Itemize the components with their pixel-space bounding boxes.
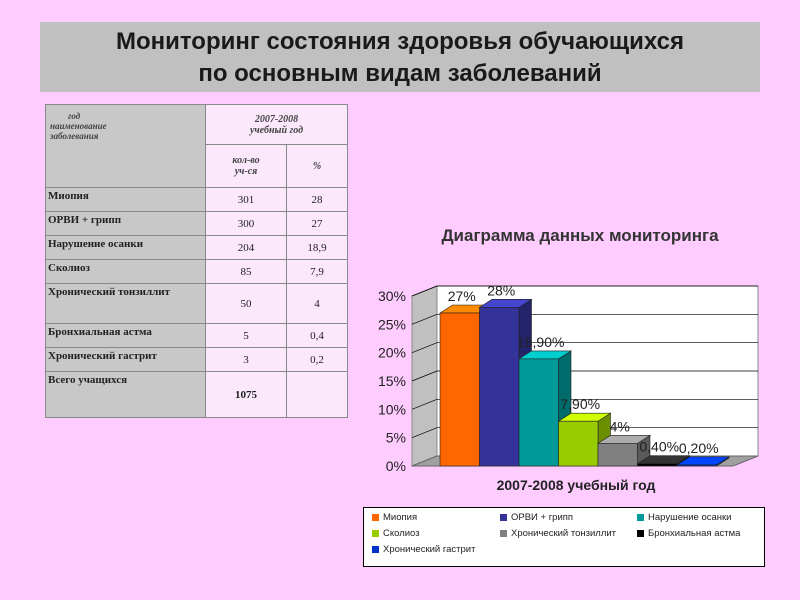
chart-title: Диаграмма данных мониторинга: [441, 226, 719, 245]
legend-label: Хронический гастрит: [383, 544, 476, 555]
student-count: 3: [205, 347, 287, 372]
bar: [558, 420, 599, 467]
count-header-line-2: уч-ся: [234, 166, 258, 177]
disease-name: Нарушение осанки: [45, 235, 206, 260]
page-title-line-1: Мониторинг состояния здоровья обучающихс…: [115, 28, 685, 55]
legend-label: Миопия: [383, 512, 418, 523]
year-header: 2007-2008 учебный год: [205, 104, 348, 145]
table-row: Нарушение осанки 204 18,9: [45, 235, 348, 260]
total-label: Всего учащихся: [45, 371, 206, 418]
data-label: 27%: [448, 288, 476, 304]
bar: [479, 307, 520, 467]
table-row: Хронический тонзиллит 50 4: [45, 283, 348, 324]
chart-y-ticks: 0% 5% 10% 15% 20% 25% 30%: [378, 288, 406, 474]
bar: [518, 358, 559, 467]
legend-item: Хронический гастрит: [372, 544, 475, 555]
student-count: 85: [205, 259, 287, 284]
bar: [676, 464, 717, 467]
legend-swatch: [637, 513, 644, 521]
count-header-line-1: кол-во: [232, 155, 260, 166]
table-row: Сколиоз 85 7,9: [45, 259, 348, 284]
year-header-line-1: 2007-2008: [254, 113, 299, 125]
student-count: 5: [205, 323, 287, 348]
gridline-diagonal: [411, 427, 438, 438]
chart-bars: [438, 298, 731, 467]
corner-name-label: наименование: [50, 121, 107, 131]
bar: [637, 463, 678, 467]
title-banner: Мониторинг состояния здоровья обучающихс…: [40, 22, 760, 92]
percent-value: 0,4: [286, 323, 348, 348]
y-tick-label: 30%: [378, 288, 406, 304]
legend-swatch: [372, 529, 379, 537]
monitoring-table: год наименование заболевания 2007-2008 у…: [45, 104, 348, 418]
percent-value: 18,9: [286, 235, 348, 260]
table-row: Миопия 301 28: [45, 187, 348, 212]
table-row: Бронхиальная астма 5 0,4: [45, 323, 348, 348]
data-label: 18,90%: [517, 334, 564, 350]
y-tick-label: 25%: [378, 316, 406, 332]
legend-swatch: [500, 513, 507, 521]
chart-legend: Миопия ОРВИ + грипп Нарушение осанки Сколио…: [363, 507, 765, 567]
legend-item: Нарушение осанки: [637, 512, 731, 523]
legend-label: Хронический тонзиллит: [511, 528, 617, 539]
percent-value: 0,2: [286, 347, 348, 372]
student-count: 204: [205, 235, 287, 260]
legend-label: Бронхиальная астма: [648, 528, 741, 539]
percent-value: 27: [286, 211, 348, 236]
total-percent-empty: [286, 371, 348, 418]
y-tick-label: 5%: [386, 430, 406, 446]
student-count: 50: [205, 283, 287, 324]
student-count: 300: [205, 211, 287, 236]
legend-item: Миопия: [372, 512, 417, 523]
page-title-line-2: по основным видам заболеваний: [198, 60, 602, 87]
y-tick-label: 20%: [378, 345, 406, 361]
legend-label: Нарушение осанки: [648, 512, 732, 523]
legend-item: ОРВИ + грипп: [500, 512, 573, 523]
corner-disease-label: заболевания: [50, 131, 99, 141]
legend-swatch: [500, 529, 507, 537]
disease-name: Бронхиальная астма: [45, 323, 206, 348]
disease-name: ОРВИ + грипп: [45, 211, 206, 236]
gridline-diagonal: [411, 285, 438, 297]
disease-name: Миопия: [45, 187, 206, 212]
chart-data-labels: 27% 28% 18,90% 7,90% 4% 0,40% 0,20%: [448, 282, 719, 456]
legend-item: Бронхиальная астма: [637, 528, 740, 539]
data-label: 0,40%: [639, 439, 679, 455]
legend-swatch: [372, 545, 379, 553]
table-total-row: Всего учащихся 1075: [45, 371, 348, 418]
y-tick-label: 10%: [378, 401, 406, 417]
legend-item: Сколиоз: [372, 528, 420, 539]
y-tick-label: 0%: [386, 458, 406, 474]
percent-header: %: [286, 144, 348, 188]
legend-swatch: [372, 513, 379, 521]
disease-name: Сколиоз: [45, 259, 206, 284]
data-label: 7,90%: [560, 396, 600, 412]
legend-swatch: [637, 529, 644, 537]
bar: [439, 312, 480, 467]
legend-label: Сколиоз: [383, 528, 420, 539]
legend-label: ОРВИ + грипп: [511, 512, 574, 523]
y-tick-label: 15%: [378, 373, 406, 389]
gridline-diagonal: [411, 342, 438, 353]
year-header-line-2: учебный год: [249, 124, 304, 136]
percent-value: 28: [286, 187, 348, 212]
data-label: 0,20%: [679, 440, 719, 456]
gridline-diagonal: [411, 370, 438, 382]
table-row: ОРВИ + грипп 300 27: [45, 211, 348, 236]
corner-year-label: год: [68, 111, 81, 121]
percent-value: 4: [286, 283, 348, 324]
legend-item: Хронический тонзиллит: [500, 528, 616, 539]
gridline-diagonal: [411, 399, 438, 410]
total-count: 1075: [205, 371, 287, 418]
data-label: 28%: [487, 282, 515, 298]
chart-x-axis-label: 2007-2008 учебный год: [497, 477, 656, 493]
gridline-diagonal: [411, 314, 438, 325]
data-label: 4%: [610, 418, 630, 434]
bar: [597, 443, 638, 467]
percent-value: 7,9: [286, 259, 348, 284]
